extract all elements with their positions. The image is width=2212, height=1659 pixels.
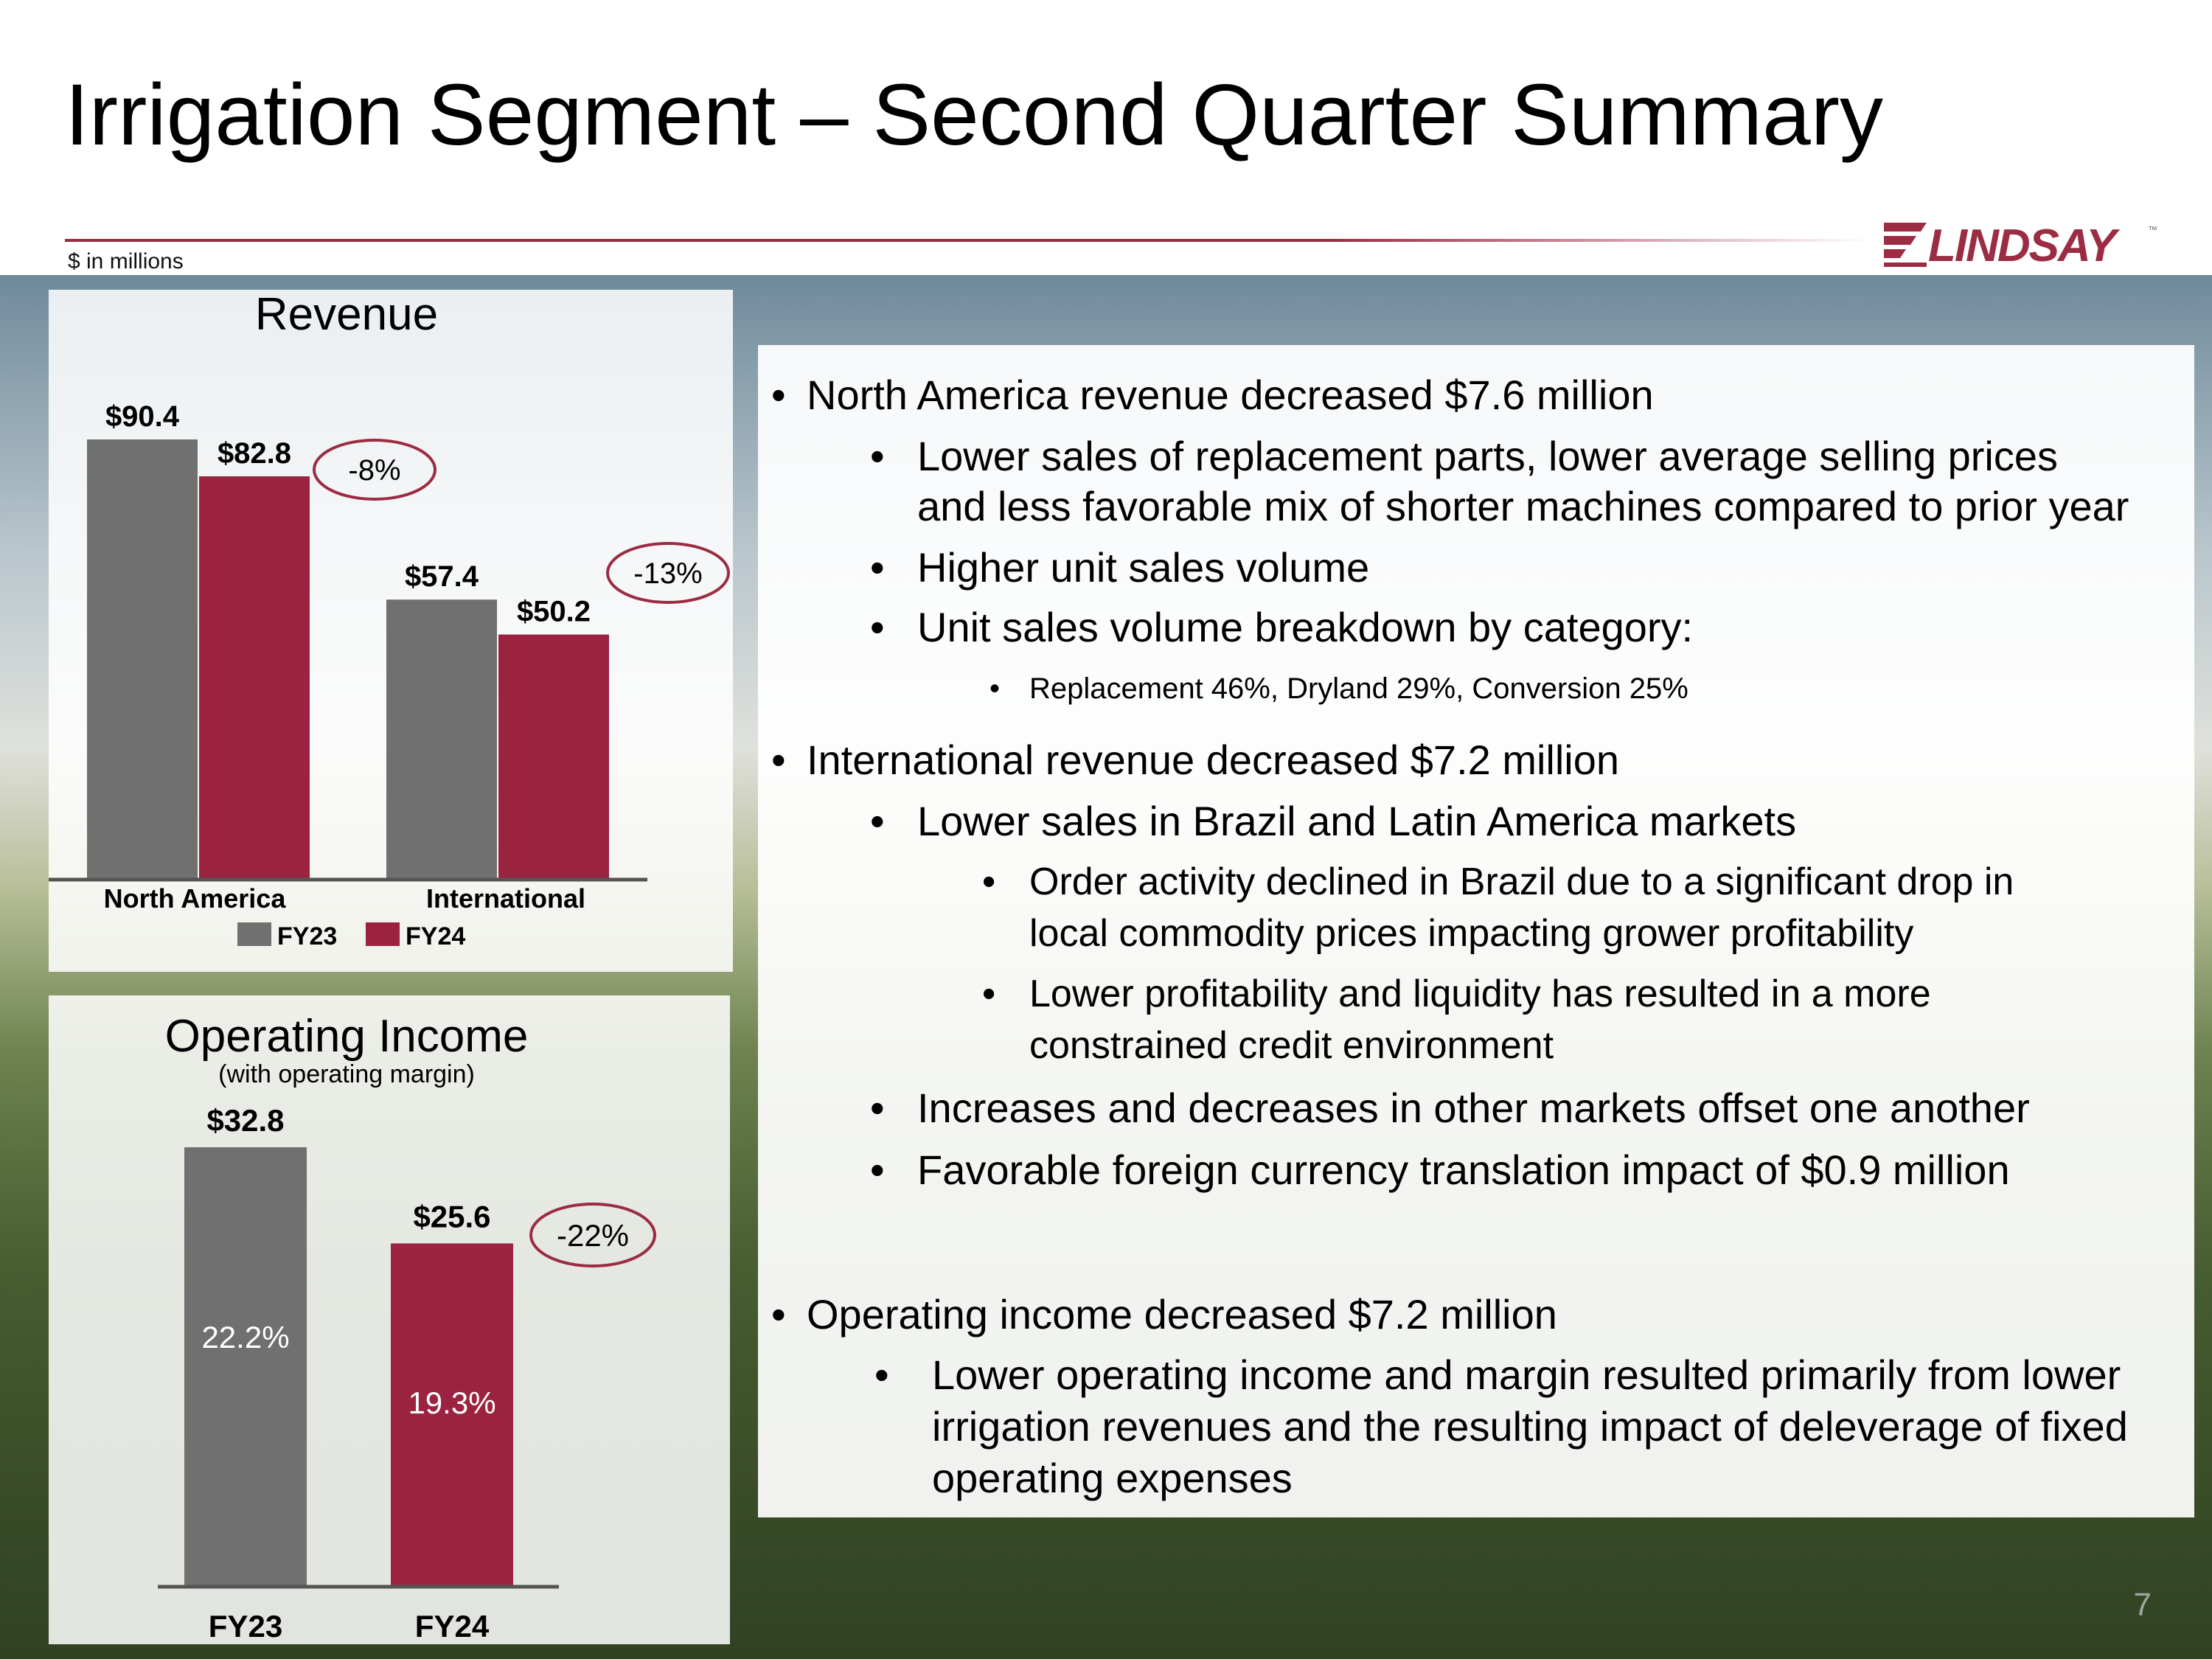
logo-trademark: ™ xyxy=(2148,224,2157,235)
bullet-text: Replacement 46%, Dryland 29%, Conversion… xyxy=(1029,672,1688,705)
company-logo: LINDSAY ™ xyxy=(1884,220,2164,271)
bullet-dot-icon: • xyxy=(874,1352,889,1398)
legend-swatch-fy24 xyxy=(366,922,400,946)
bullet-dot-icon: • xyxy=(870,544,885,591)
bullet-text: constrained credit environment xyxy=(1029,1024,1554,1067)
bullet-dot-icon: • xyxy=(990,672,1001,705)
units-note: $ in millions xyxy=(68,249,184,274)
change-annotation: -13% xyxy=(633,557,702,590)
data-label: $50.2 xyxy=(517,596,591,628)
data-label: $82.8 xyxy=(218,437,291,470)
bullet-text: and less favorable mix of shorter machin… xyxy=(917,483,2129,529)
bullet-dot-icon: • xyxy=(771,1291,786,1338)
bullet-text: Lower sales of replacement parts, lower … xyxy=(917,433,2058,479)
change-circle xyxy=(529,1203,656,1267)
margin-label: 22.2% xyxy=(201,1320,289,1354)
bullet-text: International revenue decreased $7.2 mil… xyxy=(807,737,1620,783)
operating-income-chart: Operating Income(with operating margin) $… xyxy=(158,1011,656,1644)
bullet-text: Order activity declined in Brazil due to… xyxy=(1029,860,2014,903)
page-number: 7 xyxy=(2133,1587,2152,1623)
bullet-text: Lower sales in Brazil and Latin America … xyxy=(917,798,1797,844)
change-circle xyxy=(313,439,437,501)
bullet-dot-icon: • xyxy=(771,372,786,418)
title-divider xyxy=(65,239,1871,242)
bullet-dot-icon: • xyxy=(870,604,885,650)
margin-label: 19.3% xyxy=(408,1385,495,1420)
bullet-dot-icon: • xyxy=(870,433,885,479)
bar-fy23 xyxy=(184,1147,307,1585)
revenue-chart: Revenue $90.4 $82.8 North America $57.4 $50.2… xyxy=(49,290,730,950)
chart-subtitle: (with operating margin) xyxy=(218,1060,475,1088)
change-circle xyxy=(606,542,730,604)
x-tick-label: International xyxy=(426,883,585,914)
change-annotation: -22% xyxy=(557,1218,629,1253)
bar-fy23-0 xyxy=(87,439,198,878)
bullet-text: Operating income decreased $7.2 million xyxy=(807,1291,1557,1338)
x-tick-label: North America xyxy=(104,883,287,914)
bullet-dot-icon: • xyxy=(982,860,996,903)
x-tick-label: FY23 xyxy=(209,1609,282,1644)
bar-fy24-0 xyxy=(199,476,310,878)
data-label: $32.8 xyxy=(206,1103,284,1138)
bullet-text: Unit sales volume breakdown by category: xyxy=(917,604,1694,650)
data-label: $25.6 xyxy=(413,1199,490,1234)
change-annotation: -8% xyxy=(348,454,400,487)
bullet-text: operating expenses xyxy=(932,1455,1293,1501)
legend-label-fy23: FY23 xyxy=(277,922,337,950)
bullet-text: Increases and decreases in other markets… xyxy=(917,1085,2030,1131)
chart-title: Operating Income xyxy=(165,1011,529,1062)
bar-fy24-1 xyxy=(498,634,609,878)
x-tick-label: FY24 xyxy=(415,1609,490,1644)
chart-title: Revenue xyxy=(255,290,438,340)
bullet-dot-icon: • xyxy=(982,973,996,1015)
legend-label-fy24: FY24 xyxy=(406,922,465,950)
bullet-dot-icon: • xyxy=(870,1147,885,1193)
bullet-text: Lower profitability and liquidity has re… xyxy=(1029,973,1931,1015)
bullet-text: Favorable foreign currency translation i… xyxy=(917,1147,2010,1193)
bullet-text: local commodity prices impacting grower … xyxy=(1029,912,1914,955)
bullet-dot-icon: • xyxy=(870,798,885,844)
operating-income-panel: Operating Income (with operating margin) $… xyxy=(49,995,730,1644)
commentary-panel xyxy=(758,345,2194,1517)
commentary-bullets: • North America revenue decreased $7.6 mi… xyxy=(758,345,2196,1517)
data-label: $90.4 xyxy=(105,400,180,433)
bullet-dot-icon: • xyxy=(771,737,786,783)
bullet-text: North America revenue decreased $7.6 mil… xyxy=(807,372,1654,418)
bullet-text: irrigation revenues and the resulting im… xyxy=(932,1403,2128,1450)
bullet-text: Higher unit sales volume xyxy=(917,544,1370,591)
logo-text: LINDSAY xyxy=(1928,220,2117,271)
page-title: Irrigation Segment – Second Quarter Summ… xyxy=(65,66,1884,164)
bar-fy24 xyxy=(391,1243,513,1585)
legend-swatch-fy23 xyxy=(237,922,271,946)
bar-fy23-1 xyxy=(386,599,497,878)
revenue-panel: Revenue $90.4 $82.8 North America $57.4 $50.2… xyxy=(49,290,733,972)
logo-stripes-icon xyxy=(1884,223,1927,267)
bullet-text: Lower operating income and margin result… xyxy=(932,1352,2121,1398)
data-label: $57.4 xyxy=(405,560,479,593)
bullet-dot-icon: • xyxy=(870,1085,885,1131)
